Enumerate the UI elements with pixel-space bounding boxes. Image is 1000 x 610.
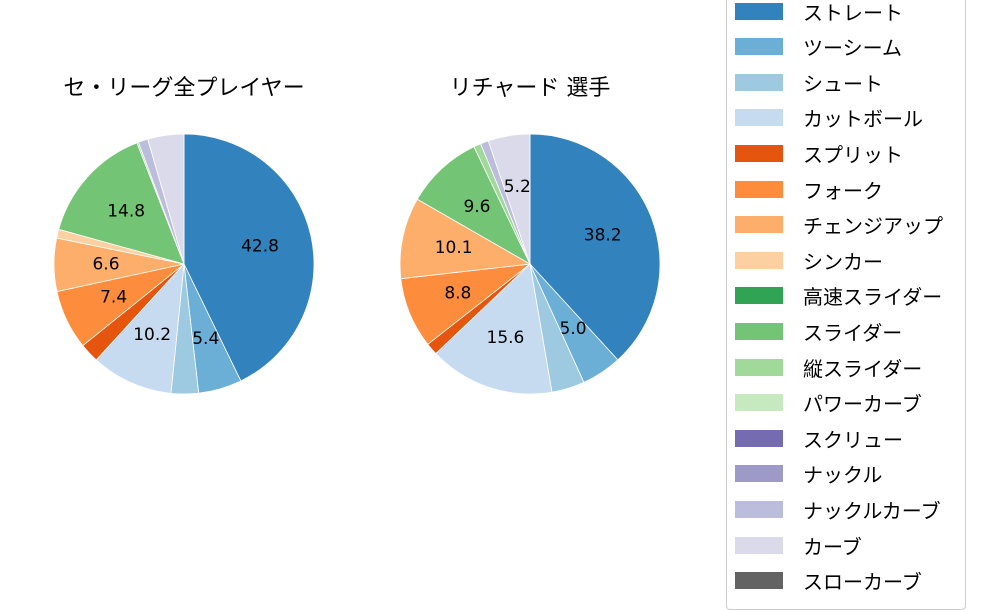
legend-label: カーブ bbox=[803, 534, 862, 559]
legend-item: スプリット bbox=[735, 141, 903, 167]
legend-swatch bbox=[735, 358, 783, 376]
pie-slice bbox=[95, 262, 185, 394]
legend-label: ナックル bbox=[803, 463, 883, 488]
legend-item: チェンジアップ bbox=[735, 213, 943, 239]
slice-value-label: 10.1 bbox=[435, 238, 473, 258]
chart-title-player: リチャード 選手 bbox=[449, 76, 611, 101]
legend-swatch bbox=[735, 429, 783, 447]
legend-label: フォーク bbox=[803, 178, 883, 203]
legend-item: シュート bbox=[735, 70, 883, 96]
legend-swatch bbox=[735, 500, 783, 518]
legend-item: ツーシーム bbox=[735, 35, 902, 61]
slice-value-label: 8.8 bbox=[444, 284, 471, 304]
legend-item: パワーカーブ bbox=[735, 391, 922, 417]
pie-slice bbox=[399, 198, 532, 280]
legend-swatch bbox=[735, 536, 783, 554]
pie-slice bbox=[416, 146, 531, 265]
chart-title-league: セ・リーグ全プレイヤー bbox=[63, 76, 305, 101]
slice-value-label: 15.6 bbox=[487, 328, 525, 348]
legend-label: チェンジアップ bbox=[803, 214, 943, 239]
slice-value-label: 5.2 bbox=[504, 177, 531, 197]
slice-value-label: 5.0 bbox=[560, 319, 587, 339]
legend: ストレートツーシームシュートカットボール スプリットフォークチェンジアップ シンカー… bbox=[726, 0, 966, 610]
slice-value-label: 6.6 bbox=[92, 254, 119, 274]
legend-swatch bbox=[735, 572, 783, 590]
legend-label: ナックルカーブ bbox=[803, 498, 941, 523]
pie-slice bbox=[435, 263, 553, 395]
pie-slice bbox=[529, 133, 661, 361]
legend-item: ナックル bbox=[735, 462, 883, 488]
legend-swatch bbox=[735, 465, 783, 483]
legend-item: カーブ bbox=[735, 533, 862, 559]
slice-value-label: 10.2 bbox=[133, 325, 171, 345]
legend-label: シンカー bbox=[803, 249, 883, 274]
legend-swatch bbox=[735, 287, 783, 305]
legend-item: 縦スライダー bbox=[735, 355, 923, 381]
legend-label: ストレート bbox=[803, 0, 903, 25]
legend-label: スライダー bbox=[803, 320, 903, 345]
slice-value-label: 5.4 bbox=[192, 329, 219, 349]
legend-label: スクリュー bbox=[803, 427, 903, 452]
pie-slice bbox=[487, 133, 531, 265]
legend-swatch bbox=[735, 109, 783, 127]
legend-item: ストレート bbox=[735, 0, 903, 25]
legend-swatch bbox=[735, 2, 783, 20]
legend-item: 高速スライダー bbox=[735, 284, 943, 310]
legend-label: ツーシーム bbox=[803, 36, 902, 61]
legend-item: シンカー bbox=[735, 248, 883, 274]
legend-item: スライダー bbox=[735, 319, 903, 345]
slice-value-label: 14.8 bbox=[107, 202, 145, 222]
legend-swatch bbox=[735, 180, 783, 198]
legend-item: ナックルカーブ bbox=[735, 497, 941, 523]
legend-label: 縦スライダー bbox=[803, 356, 923, 381]
legend-label: パワーカーブ bbox=[803, 392, 922, 417]
legend-label: カットボール bbox=[803, 107, 923, 132]
pie-slice bbox=[58, 142, 185, 265]
pie-charts: 42.8 5.4 10.2 7.4 6.6 14.8 38.2 5.0 15.6 8.8 10.1… bbox=[53, 133, 661, 395]
legend-label: スプリット bbox=[803, 142, 903, 167]
legend-swatch bbox=[735, 144, 783, 162]
legend-swatch bbox=[735, 73, 783, 91]
legend-item: スクリュー bbox=[735, 426, 903, 452]
legend-label: 高速スライダー bbox=[803, 285, 943, 310]
slice-value-label: 7.4 bbox=[100, 288, 127, 308]
legend-swatch bbox=[735, 216, 783, 234]
legend-label: スローカーブ bbox=[803, 570, 922, 595]
legend-swatch bbox=[735, 322, 783, 340]
pie-chart-league: 42.8 5.4 10.2 7.4 6.6 14.8 bbox=[53, 133, 315, 395]
pie-chart-player: 38.2 5.0 15.6 8.8 10.1 9.6 5.2 bbox=[399, 133, 661, 395]
legend-item: フォーク bbox=[735, 177, 883, 203]
slice-value-label: 42.8 bbox=[241, 237, 279, 257]
legend-swatch bbox=[735, 38, 783, 56]
legend-swatch bbox=[735, 394, 783, 412]
legend-swatch bbox=[735, 251, 783, 269]
pie-slice bbox=[183, 133, 315, 382]
legend-label: シュート bbox=[803, 71, 883, 96]
slice-value-label: 38.2 bbox=[584, 226, 622, 246]
legend-item: カットボール bbox=[735, 106, 923, 132]
legend-item: スローカーブ bbox=[735, 569, 922, 595]
slice-value-label: 9.6 bbox=[463, 197, 490, 217]
pie-slice bbox=[147, 133, 185, 265]
